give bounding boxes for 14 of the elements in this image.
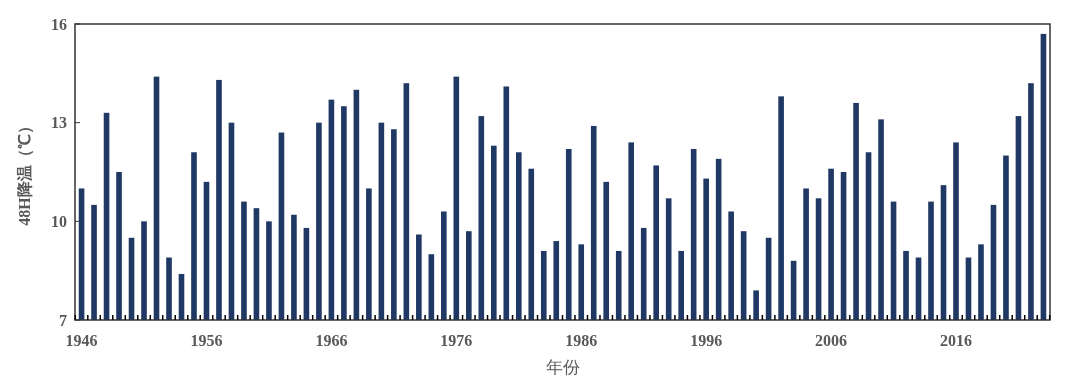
x-tick-label: 1946 bbox=[65, 332, 98, 349]
x-axis-title: 年份 bbox=[545, 358, 580, 377]
x-tick-label: 1996 bbox=[690, 332, 723, 349]
x-tick-label: 2006 bbox=[815, 332, 848, 349]
x-tick-label: 1956 bbox=[190, 332, 223, 349]
x-tick-label: 2016 bbox=[940, 332, 972, 349]
y-tick-label: 7 bbox=[59, 311, 67, 329]
y-tick-label: 13 bbox=[51, 114, 67, 132]
x-tick-label: 1986 bbox=[565, 332, 598, 349]
x-tick-label: 1976 bbox=[440, 332, 473, 349]
x-tick-label: 1966 bbox=[315, 332, 348, 349]
y-axis-title: 48H降温（℃） bbox=[16, 118, 34, 226]
y-tick-label: 10 bbox=[51, 212, 67, 230]
y-tick-label: 16 bbox=[51, 15, 67, 33]
